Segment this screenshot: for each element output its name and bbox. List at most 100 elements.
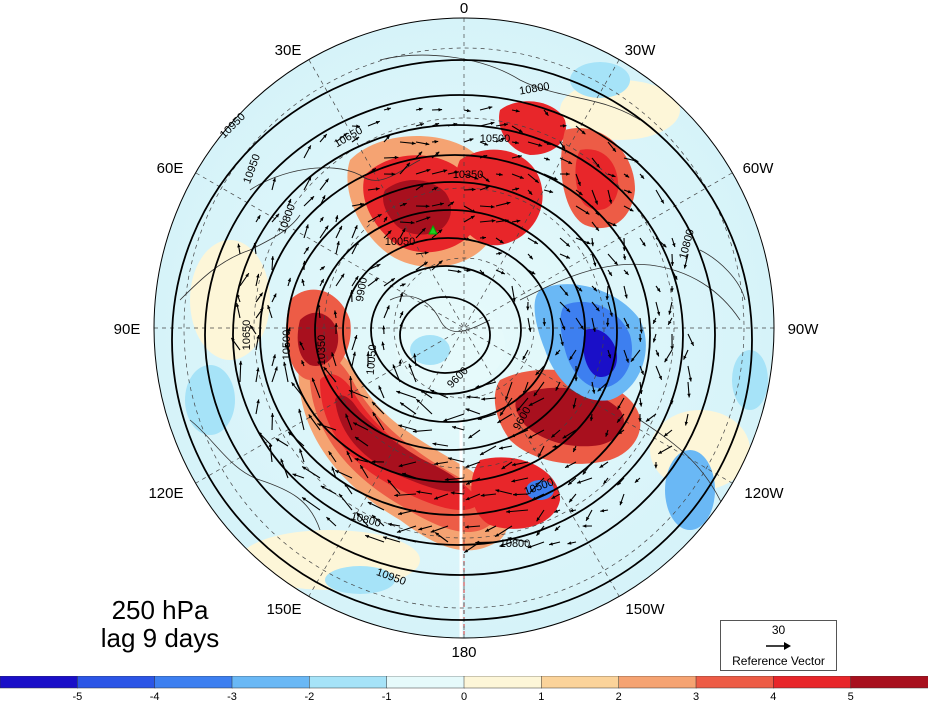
wind-vector-head: [268, 443, 273, 447]
wind-vector-head: [346, 451, 350, 456]
wind-vector-head: [356, 124, 360, 128]
wind-vector-head: [317, 423, 322, 427]
wind-vector-head: [308, 414, 313, 419]
wind-vector-head: [595, 307, 600, 312]
wind-vector-head: [595, 211, 599, 216]
wind-vector-head: [670, 400, 674, 405]
reference-vector-magnitude: 30: [771, 623, 786, 637]
wind-vector-head: [536, 531, 541, 536]
contour-label: 10350: [316, 335, 328, 366]
wind-vector-head: [544, 111, 549, 116]
wind-vector-head: [611, 173, 616, 178]
wind-vector-head: [485, 528, 490, 532]
wind-vector-head: [516, 407, 521, 412]
wind-vector-head: [270, 256, 275, 260]
height-contours: [171, 59, 753, 621]
colorbar-tick-label: 1: [538, 691, 544, 702]
wind-vector-head: [301, 279, 305, 283]
wind-vector-head: [506, 201, 511, 205]
wind-vector-head: [672, 243, 676, 247]
wind-vector-head: [662, 243, 667, 248]
wind-vector-head: [485, 178, 490, 182]
contour-label: 10800: [518, 80, 550, 97]
wind-vector-head: [355, 436, 359, 441]
wind-vector-head: [238, 360, 243, 365]
wind-vector-head: [324, 225, 329, 230]
wind-vector-head: [311, 377, 316, 382]
wind-vector-head: [376, 264, 381, 268]
wind-vector-head: [481, 397, 486, 401]
wind-vector-head: [499, 543, 504, 547]
wind-vector-head: [497, 419, 502, 423]
wind-vector-head: [287, 199, 292, 203]
wind-vector-head: [617, 481, 622, 486]
colorbar-tick-label: 2: [616, 691, 622, 702]
wind-vector-head: [634, 478, 639, 483]
wind-vector-head: [319, 217, 324, 221]
wind-vector-head: [450, 491, 455, 495]
wind-vector-head: [401, 228, 406, 233]
wind-vector-head: [366, 352, 370, 356]
lon-label-30e: 30E: [275, 42, 302, 59]
wind-vector-head: [640, 175, 645, 179]
wind-vector-head: [590, 242, 595, 247]
wind-vector-head: [399, 311, 404, 316]
wind-vector-head: [349, 376, 353, 380]
colorbar-box: [695, 676, 775, 689]
wind-vector-head: [398, 359, 402, 364]
wind-vector-head: [566, 308, 571, 313]
wind-vector-head: [236, 293, 240, 298]
wind-vector-head: [335, 215, 339, 220]
wind-vector-head: [518, 129, 523, 133]
wind-vector-head: [495, 489, 500, 493]
wind-vector-head: [605, 296, 609, 300]
wind-vector-head: [580, 325, 584, 330]
wind-vector-head: [474, 176, 479, 180]
wind-vector-head: [259, 307, 264, 312]
wind-vector-head: [523, 390, 527, 395]
wind-vector-head: [574, 377, 578, 382]
wind-vector-head: [345, 413, 349, 418]
wind-vector-head: [466, 108, 471, 113]
wind-vector-head: [638, 338, 642, 342]
wind-vector-head: [490, 205, 495, 209]
wind-vector-head: [565, 242, 570, 247]
wind-vector-head: [418, 151, 423, 156]
colorbar-box: [850, 676, 928, 689]
colorbar-tick-label: 0: [461, 691, 467, 702]
wind-vector-head: [383, 536, 387, 540]
wind-vector-head: [466, 481, 471, 485]
wind-vector-head: [530, 488, 534, 493]
wind-vector-head: [443, 418, 448, 422]
wind-vector-head: [600, 509, 605, 513]
wind-vector-head: [514, 140, 519, 145]
wind-vector-head: [529, 255, 533, 260]
wind-vector-head: [237, 243, 241, 248]
wind-vector-head: [317, 303, 321, 308]
colorbar-tick-label: -4: [150, 691, 160, 702]
wind-vector-head: [396, 536, 401, 540]
wind-vector-head: [614, 261, 618, 266]
wind-vector-head: [355, 241, 359, 246]
wind-vector-head: [572, 404, 576, 409]
lon-label-150w: 150W: [625, 601, 665, 618]
wind-vector-head: [301, 360, 305, 365]
wind-vector-head: [320, 266, 325, 270]
wind-vector-head: [622, 247, 627, 251]
wind-vector-head: [339, 493, 343, 498]
wind-vector-head: [256, 367, 260, 372]
wind-vector-head: [536, 517, 540, 522]
wind-vector-head: [660, 199, 664, 204]
wind-vector-head: [396, 529, 401, 533]
wind-vector-head: [387, 230, 392, 235]
wind-vector-head: [668, 310, 672, 315]
wind-vector-head: [475, 540, 479, 545]
map-border: [153, 17, 775, 639]
wind-vector-head: [466, 395, 471, 399]
wind-vector-head: [398, 424, 403, 428]
reference-vector-label: Reference Vector: [732, 654, 825, 668]
wind-vector-head: [401, 283, 406, 287]
wind-vector-head: [452, 425, 457, 430]
wind-vector-head: [627, 189, 632, 194]
wind-vector-head: [619, 501, 623, 506]
